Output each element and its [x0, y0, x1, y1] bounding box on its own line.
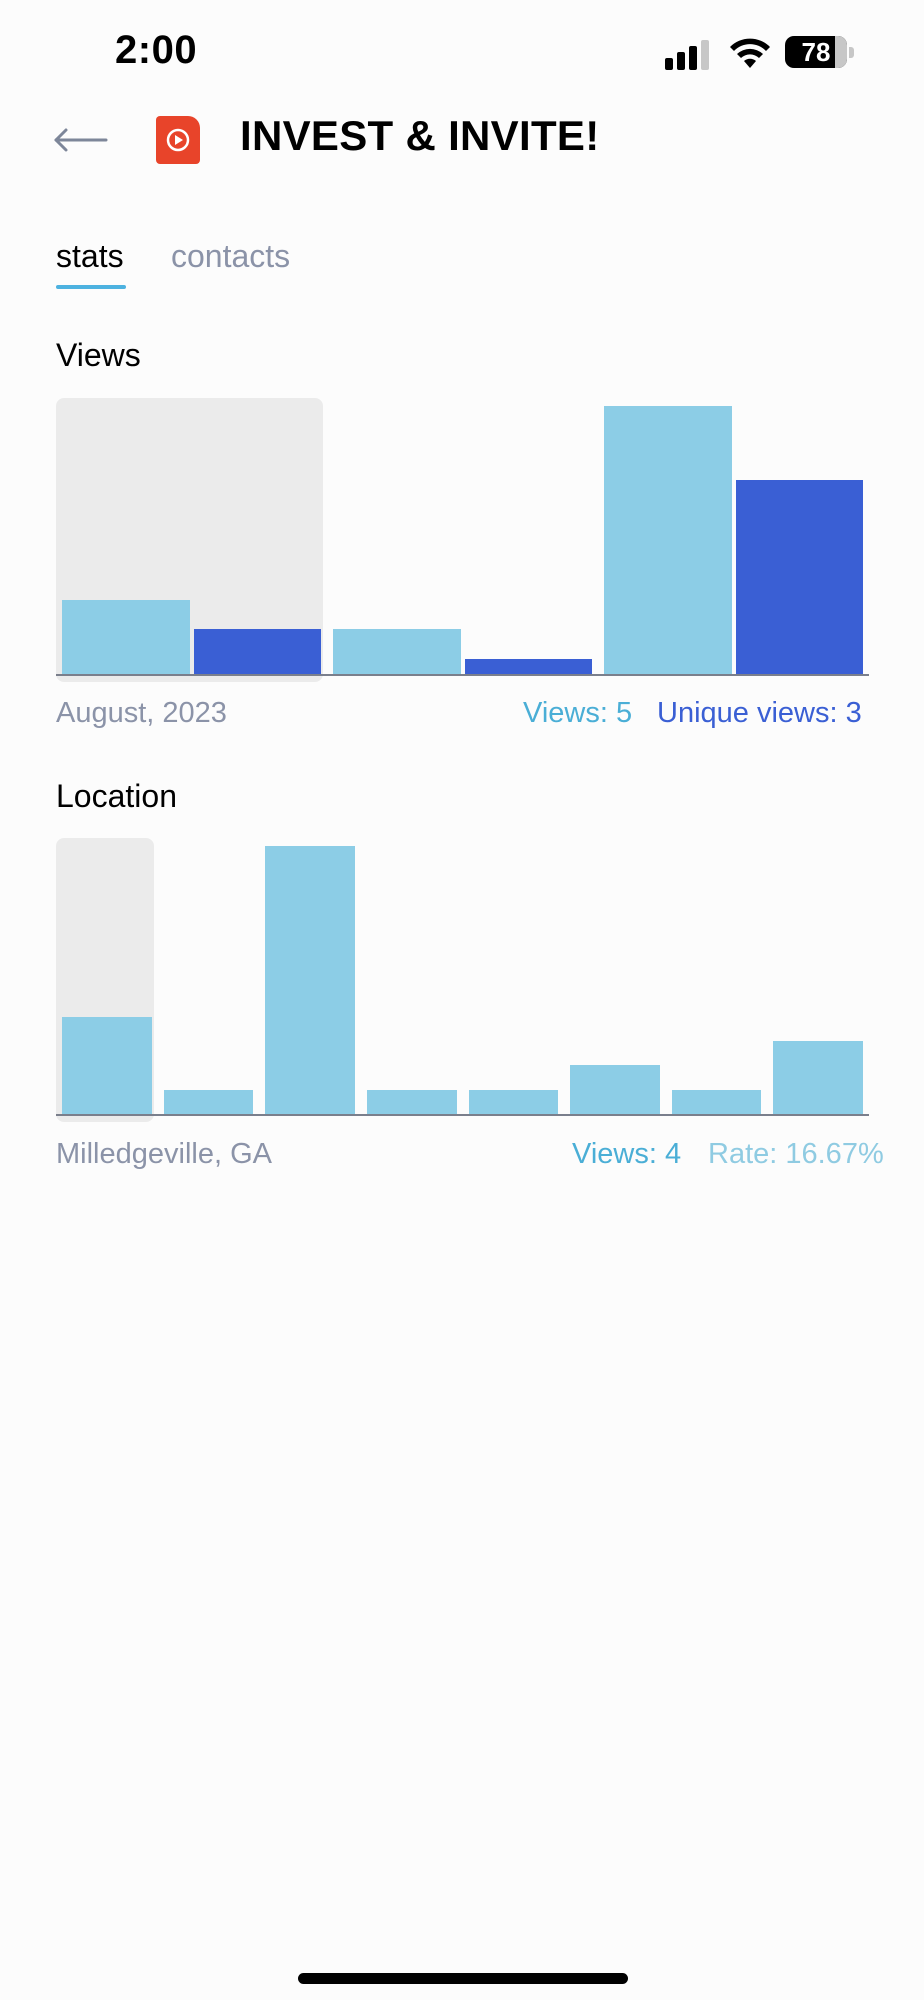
bar-views-0[interactable] — [62, 599, 190, 674]
page-title: INVEST & INVITE! — [240, 112, 600, 159]
bar-views-0[interactable] — [62, 1016, 152, 1114]
bar-unique-views-2[interactable] — [735, 480, 863, 674]
selected-location-label: Milledgeville, GA — [56, 1138, 272, 1170]
app-logo-icon — [156, 116, 200, 164]
bar-views-2[interactable] — [265, 846, 355, 1114]
bar-unique-views-1[interactable] — [464, 659, 592, 674]
bar-views-4[interactable] — [468, 1089, 559, 1114]
cellular-signal-icon — [665, 40, 713, 70]
views-section-title: Views — [56, 337, 141, 373]
location-bar-chart[interactable] — [56, 838, 869, 1123]
tab-stats[interactable]: stats — [56, 238, 124, 274]
status-time: 2:00 — [115, 28, 198, 72]
bar-views-1[interactable] — [333, 629, 461, 674]
tab-contacts[interactable]: contacts — [171, 238, 291, 274]
bar-views-7[interactable] — [773, 1040, 863, 1114]
arrow-left-icon[interactable] — [52, 120, 110, 160]
play-video-icon — [166, 128, 190, 152]
battery-nub — [849, 47, 854, 58]
chart-baseline — [56, 1114, 869, 1116]
location-rate: Rate: 16.67% — [708, 1138, 884, 1170]
bar-views-2[interactable] — [604, 406, 732, 674]
battery-level: 78 — [801, 36, 831, 67]
bar-views-1[interactable] — [163, 1089, 254, 1114]
location-views-count: Views: 4 — [572, 1138, 682, 1170]
location-section-title: Location — [56, 778, 177, 814]
selected-month-label: August, 2023 — [56, 697, 227, 729]
bar-unique-views-0[interactable] — [193, 629, 321, 674]
views-bar-chart[interactable] — [56, 398, 869, 683]
wifi-icon — [730, 38, 770, 68]
battery-icon: 78 — [785, 36, 847, 68]
home-indicator — [298, 1973, 628, 1984]
chart-baseline — [56, 674, 869, 676]
active-tab-indicator — [56, 285, 126, 289]
bar-views-3[interactable] — [366, 1089, 457, 1114]
bar-views-5[interactable] — [570, 1065, 660, 1114]
views-count: Views: 5 — [523, 697, 633, 729]
unique-views-count: Unique views: 3 — [657, 697, 862, 729]
bar-views-6[interactable] — [671, 1089, 762, 1114]
